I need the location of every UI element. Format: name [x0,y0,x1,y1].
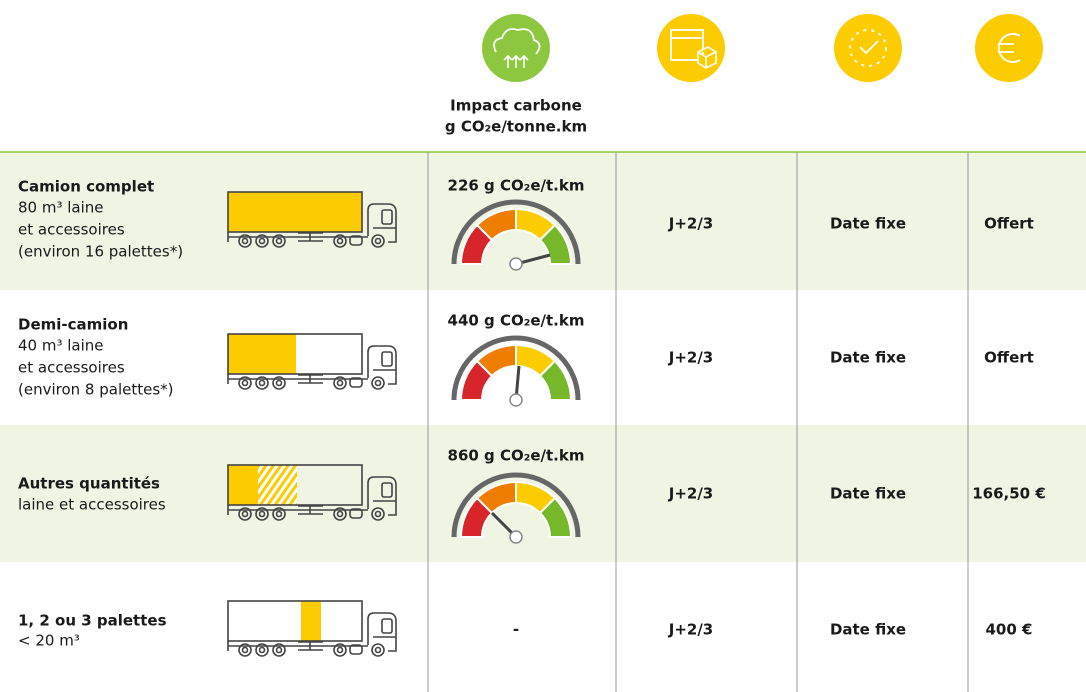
carbon-title: Impact carbone [450,97,582,115]
row-detail: et accessoires [18,359,125,377]
carbon-value: 860 g CO₂e/t.km [448,447,585,465]
row-detail: < 20 m³ [18,632,80,650]
row-title: Autres quantités [18,475,160,493]
delay: J+2/3 [668,215,714,233]
clock-icon [834,14,902,82]
date: Date fixe [830,349,906,367]
price: Offert [984,349,1034,367]
delay: J+2/3 [668,485,714,503]
truck [228,601,396,656]
delay: J+2/3 [668,621,714,639]
row-detail: laine et accessoires [18,496,166,514]
row-title: Demi-camion [18,316,128,334]
price: 166,50 € [972,485,1046,503]
date: Date fixe [830,621,906,639]
date: Date fixe [830,485,906,503]
row-detail: 40 m³ laine [18,337,104,355]
truck [228,334,396,389]
row-detail: (environ 8 palettes*) [18,381,174,399]
row-detail: (environ 16 palettes*) [18,243,183,261]
date: Date fixe [830,215,906,233]
row-title: 1, 2 ou 3 palettes [18,612,167,630]
row-title: Camion complet [18,178,154,196]
gauge [454,338,578,406]
calendar-icon [657,14,725,82]
carbon-value: 226 g CO₂e/t.km [448,177,585,195]
price: 400 € [986,621,1033,639]
row-detail: 80 m³ laine [18,199,104,217]
carbon-value: 440 g CO₂e/t.km [448,312,585,330]
euro-icon [975,14,1043,82]
delay: J+2/3 [668,349,714,367]
row-detail: et accessoires [18,221,125,239]
co2-icon [482,14,550,82]
pricing-table: Impact carbone g CO₂e/tonne.km Camion co… [0,0,1086,692]
carbon-value: - [513,621,519,639]
price: Offert [984,215,1034,233]
carbon-unit: g CO₂e/tonne.km [445,118,587,136]
